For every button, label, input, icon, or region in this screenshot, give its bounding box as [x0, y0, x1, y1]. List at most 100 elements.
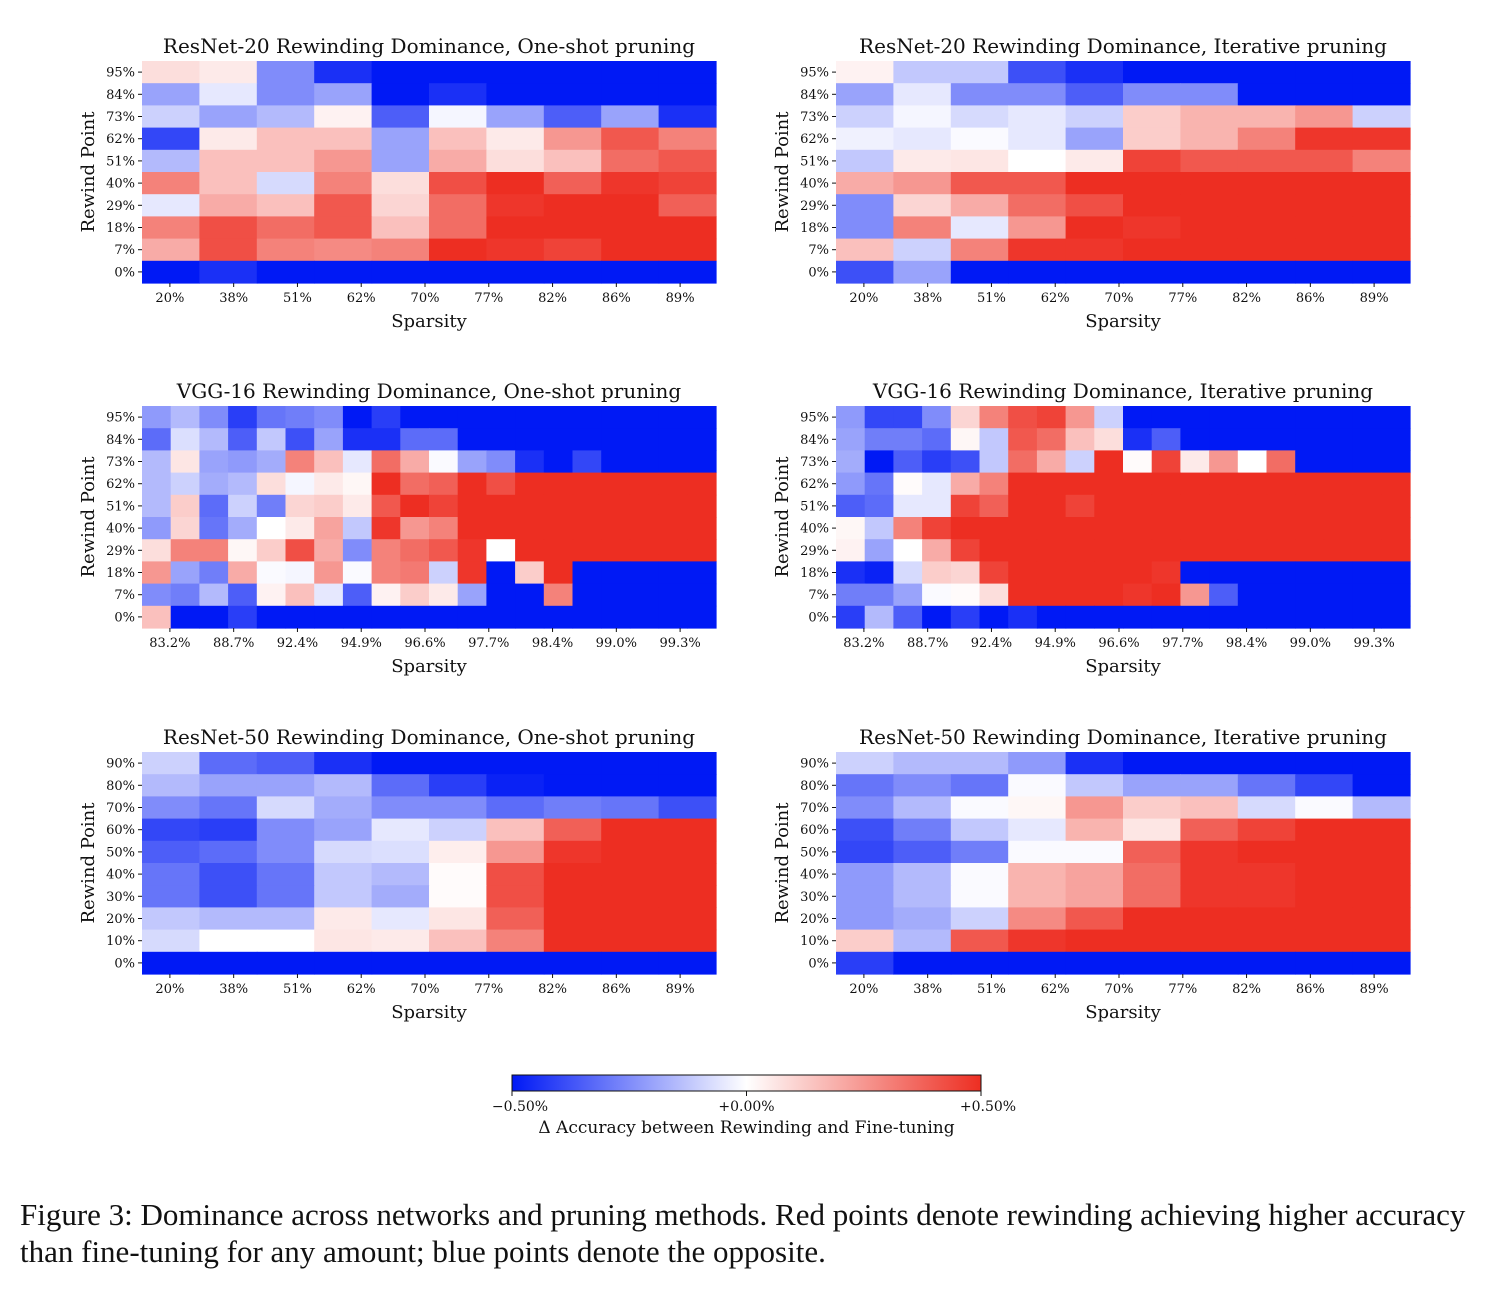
x-tick-label: 89% [666, 291, 695, 306]
heatmap-cell [142, 951, 200, 975]
heatmap-cell [950, 216, 1009, 240]
heatmap-cell [1237, 472, 1268, 496]
heatmap-cell [1180, 907, 1239, 931]
heatmap-cell [1323, 561, 1354, 585]
heatmap-cell [400, 561, 430, 585]
heatmap-cell [1323, 428, 1354, 451]
heatmap-cell [1237, 194, 1296, 217]
heatmap-cell [1295, 583, 1325, 607]
heatmap-cell [429, 127, 487, 151]
heatmap-cell [486, 929, 545, 953]
heatmap-cell [864, 494, 894, 518]
heatmap-cell [1180, 818, 1239, 842]
heatmap-cell [486, 885, 545, 908]
heatmap-cell [1237, 428, 1268, 451]
heatmap-cell [1352, 472, 1382, 496]
heatmap-cell [1352, 450, 1382, 474]
heatmap-cell [601, 774, 660, 797]
x-tick-label: 94.9% [341, 636, 382, 651]
heatmap-cell [1065, 796, 1124, 820]
heatmap-cell [486, 172, 545, 195]
heatmap-cell [228, 428, 258, 451]
heatmap-cell [256, 83, 315, 106]
x-tick-label: 38% [913, 291, 942, 306]
heatmap-cell [1036, 605, 1067, 629]
y-tick-label: 95% [106, 411, 135, 426]
x-tick-label: 96.6% [404, 636, 445, 651]
heatmap-cell [893, 517, 923, 540]
heatmap-cell [457, 561, 487, 585]
heatmap-cell [429, 539, 459, 562]
heatmap-cell [687, 406, 717, 429]
heatmap-cell [1008, 561, 1038, 585]
y-tick-label: 60% [106, 823, 135, 838]
heatmap-cell [1180, 494, 1210, 518]
heatmap-cell [429, 105, 487, 129]
heatmap-cell [572, 450, 602, 474]
heatmap-cell [199, 83, 258, 106]
heatmap-cell [1008, 796, 1067, 820]
heatmap-cell [371, 194, 430, 217]
heatmap-cell [429, 818, 487, 842]
heatmap-cell [950, 840, 1009, 864]
heatmap-cell [543, 539, 574, 562]
heatmap-cell [658, 172, 717, 195]
heatmap-cell [1180, 450, 1210, 474]
heatmap-cell [371, 472, 401, 496]
y-tick-label: 51% [106, 499, 135, 514]
heatmap-cell [1295, 105, 1354, 129]
heatmap-cell [228, 517, 258, 540]
heatmap-cell [1352, 260, 1411, 284]
heatmap-cell [1237, 238, 1296, 262]
heatmap-cell [170, 539, 200, 562]
heatmap-cell [314, 238, 373, 262]
heatmap-cell [1381, 450, 1411, 474]
heatmap-cell [1295, 951, 1354, 975]
heatmap-cell [142, 172, 200, 195]
heatmap-cell [1180, 260, 1239, 284]
heatmap-cell [543, 774, 602, 797]
heatmap-cell [893, 907, 952, 931]
x-tick-label: 51% [283, 291, 312, 306]
heatmap-cell [515, 539, 545, 562]
heatmap-cell [457, 450, 487, 474]
x-axis-label: Sparsity [391, 311, 467, 332]
heatmap-cell [658, 774, 717, 797]
heatmap-cell [457, 539, 487, 562]
heatmap-cell [601, 863, 660, 886]
heatmap-cell [1323, 472, 1354, 496]
x-tick-label: 86% [1296, 982, 1325, 997]
heatmap-cell [314, 83, 373, 106]
heatmap-cell [1065, 951, 1124, 975]
heatmap-cell [199, 517, 229, 540]
heatmap-cell [1180, 61, 1239, 84]
heatmap-cell [979, 517, 1009, 540]
y-tick-label: 60% [800, 823, 829, 838]
heatmap-cell [1065, 428, 1095, 451]
heatmap-cell [1295, 194, 1354, 217]
heatmap-cell [893, 472, 923, 496]
x-tick-label: 88.7% [213, 636, 254, 651]
y-tick-label: 7% [808, 243, 829, 258]
colorbar-tick-mid: +0.00% [718, 1099, 774, 1115]
heatmap-cell [1352, 105, 1411, 129]
heatmap-cell [1123, 561, 1153, 585]
heatmap-cell [893, 796, 952, 820]
heatmap-cell [256, 238, 315, 262]
y-tick-label: 18% [106, 566, 135, 581]
heatmap-cell [142, 929, 200, 953]
heatmap-cell [400, 450, 430, 474]
heatmap-cell [950, 561, 981, 585]
heatmap-cell [371, 61, 430, 84]
heatmap-cell [256, 796, 315, 820]
heatmap-cell [572, 583, 602, 607]
heatmap-cell [658, 149, 717, 173]
heatmap-cell [836, 818, 894, 842]
heatmap-cell [142, 472, 172, 496]
x-tick-label: 70% [411, 982, 440, 997]
y-tick-label: 62% [800, 132, 829, 147]
y-tick-label: 70% [800, 801, 829, 816]
x-tick-label: 38% [913, 982, 942, 997]
heatmap-cell [228, 472, 258, 496]
heatmap-cell [836, 216, 894, 240]
